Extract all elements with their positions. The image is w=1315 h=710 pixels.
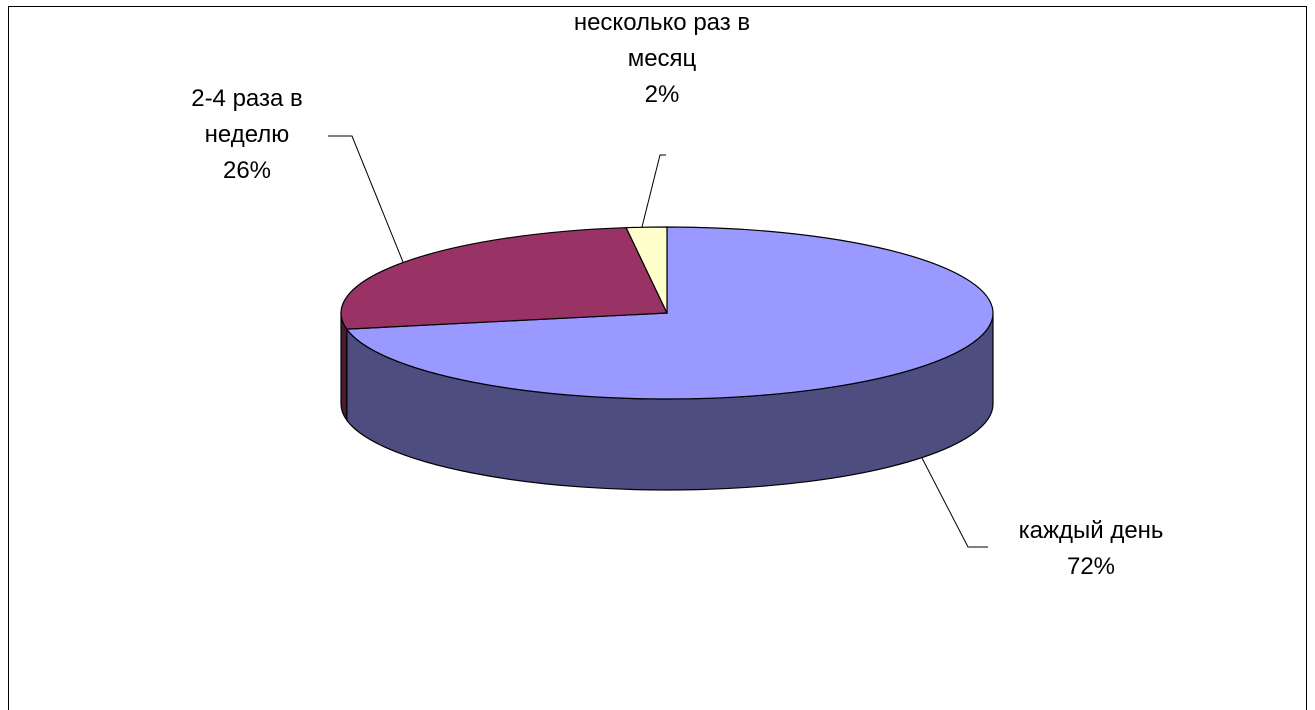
pie-slice-1 [340, 227, 668, 330]
leader-line-1 [328, 135, 404, 263]
leader-line-2 [641, 154, 666, 228]
slice-percent-0: 72% [1067, 553, 1115, 580]
slice-label-2: месяц [628, 45, 697, 72]
pie-side-1 [340, 312, 348, 422]
pie-tops [340, 226, 994, 400]
pie-slice-0 [345, 226, 994, 400]
slice-label-1: неделю [205, 121, 290, 148]
slice-percent-1: 26% [223, 157, 271, 184]
leader-lines [328, 135, 988, 548]
slice-label-2: несколько раз в [574, 9, 750, 36]
slice-percent-2: 2% [645, 81, 680, 108]
data-labels: каждый день 72% 2-4 раза в неделю 26% несколь… [191, 9, 1163, 580]
pie-slice-2 [625, 226, 668, 314]
leader-line-0 [921, 457, 988, 548]
slice-label-0: каждый день [1019, 517, 1164, 544]
slice-label-1: 2-4 раза в [191, 85, 303, 112]
